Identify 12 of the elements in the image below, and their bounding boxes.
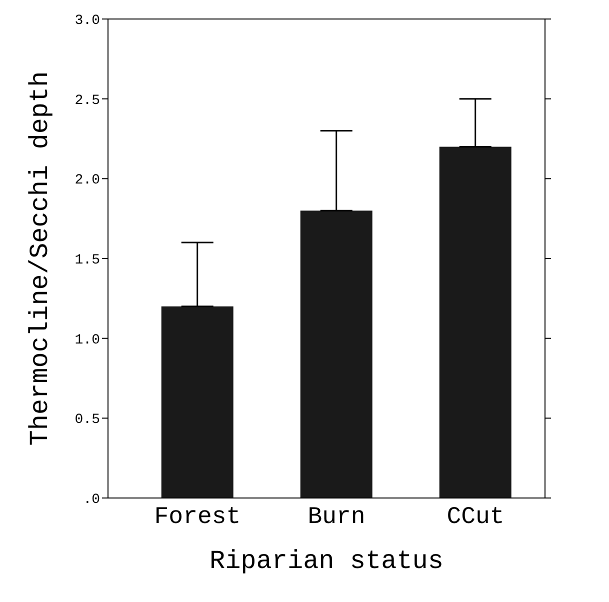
y-tick-label: 2.0: [74, 172, 100, 189]
x-tick-label: CCut: [446, 504, 504, 532]
y-axis-title: Thermocline/Secchi depth: [25, 71, 56, 446]
x-tick-label: Burn: [308, 504, 366, 532]
y-tick-label: 1.5: [74, 252, 100, 268]
y-tick-label: .0: [83, 492, 100, 508]
x-axis-title: Riparian status: [209, 546, 444, 576]
x-tick-label: Forest: [154, 504, 241, 532]
y-tick-label: 3.0: [74, 12, 100, 29]
y-tick-label: 1.0: [74, 332, 100, 348]
y-tick-label: 2.5: [74, 92, 100, 109]
y-tick-label: 0.5: [74, 412, 100, 428]
